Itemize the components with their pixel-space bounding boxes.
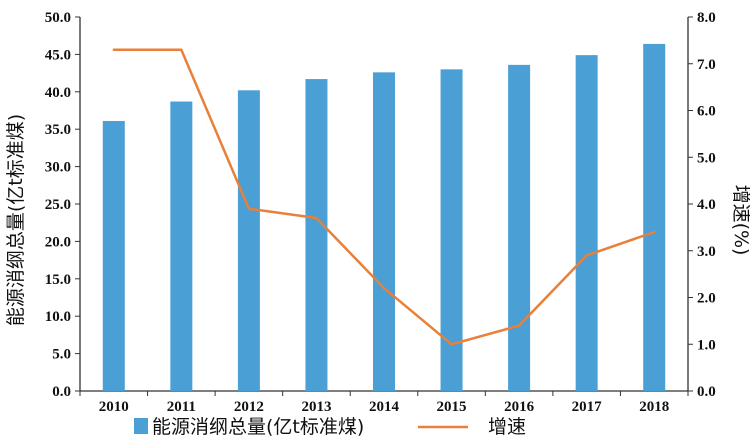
y-axis-right-title: 增速(%) [730,185,750,256]
legend-line-label: 增速 [488,416,526,438]
y-right-tick-label: 3.0 [697,244,716,260]
x-tick-label: 2014 [369,399,400,415]
bar [643,43,666,391]
y-axis-left-title: 能源消纲总量(亿t标准煤) [5,114,27,326]
line-point [450,343,453,346]
y-left-tick-label: 5.0 [52,347,71,363]
x-tick-label: 2012 [234,399,264,415]
y-left-tick-label: 10.0 [45,309,71,325]
y-right-tick-label: 8.0 [697,10,716,26]
y-right-tick-label: 5.0 [697,150,716,166]
bar [305,79,328,392]
y-right-tick-label: 0.0 [697,384,716,400]
x-tick-label: 2011 [167,399,196,415]
line-series [112,48,656,346]
line-point [247,207,251,210]
line-point [517,324,521,327]
line-point [112,48,115,51]
legend: 能源消纲总量(亿t标准煤) 增速 [134,416,526,438]
bar [170,101,193,392]
y-right-tick-label: 2.0 [697,291,716,307]
tick-labels: 0.0 5.0 10.0 15.0 20.0 25.0 30.0 35.0 40.0 45.0 50… [45,10,716,415]
y-left-tick-label: 35.0 [45,122,71,138]
bar [440,69,463,392]
bar [508,64,531,391]
bar-series [102,43,666,392]
y-right-tick-label: 7.0 [697,57,716,73]
y-left-tick-label: 25.0 [45,197,71,213]
y-left-tick-label: 50.0 [45,10,71,26]
x-tick-label: 2018 [639,399,669,415]
bar [575,55,598,391]
y-left-tick-label: 40.0 [45,85,71,101]
bar [373,72,395,392]
y-left-tick-label: 20.0 [45,234,71,250]
legend-bar-swatch [134,418,148,434]
legend-bar-label: 能源消纲总量(亿t标准煤) [152,416,364,438]
y-left-tick-label: 45.0 [45,47,71,63]
y-left-tick-label: 15.0 [45,272,71,288]
bar [237,90,260,391]
y-right-tick-label: 6.0 [697,104,716,120]
line-point [585,254,588,257]
y-right-tick-label: 4.0 [697,197,716,213]
y-left-tick-label: 30.0 [45,160,71,176]
x-tick-label: 2010 [99,399,129,415]
x-tick-label: 2015 [437,399,467,415]
x-tick-label: 2016 [504,399,535,415]
line-point [180,48,183,51]
line-point [653,230,656,234]
line-point [315,216,318,220]
y-left-tick-label: 0.0 [52,384,71,400]
x-tick-label: 2013 [301,399,331,415]
bar [102,120,125,392]
line-point [382,286,386,290]
y-right-tick-label: 1.0 [697,337,716,353]
x-tick-label: 2017 [572,399,603,415]
